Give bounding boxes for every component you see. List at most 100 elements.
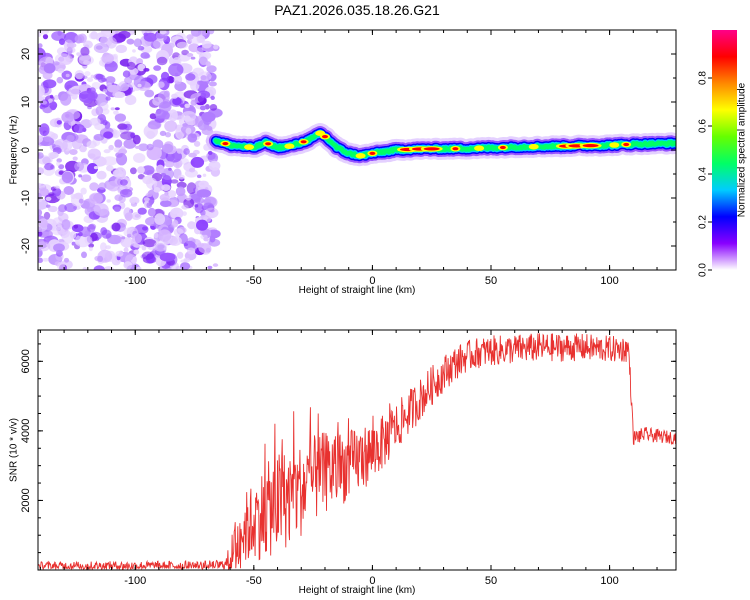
noise-blob — [197, 80, 202, 85]
noise-blob — [170, 179, 179, 184]
noise-blob — [153, 39, 164, 49]
noise-blob — [97, 74, 106, 83]
spectrogram-ytick-label: 20 — [20, 48, 32, 60]
noise-blob — [101, 229, 112, 239]
noise-blob — [206, 65, 217, 73]
noise-blob — [190, 99, 197, 106]
noise-blob — [78, 55, 94, 66]
noise-blob — [38, 218, 48, 228]
noise-blob — [44, 162, 54, 171]
noise-blob — [38, 209, 43, 216]
noise-blob — [176, 251, 184, 259]
signal-peak-red — [222, 142, 229, 146]
noise-blob — [175, 162, 180, 167]
noise-blob — [177, 174, 185, 180]
signal-peak-yellow — [284, 143, 295, 149]
signal-peak-yellow — [609, 142, 620, 148]
noise-blob — [180, 259, 186, 263]
spectrogram-xtick-label: -100 — [124, 275, 146, 287]
noise-blob — [172, 97, 182, 106]
noise-blob — [132, 134, 141, 145]
noise-blob — [69, 149, 78, 155]
snr-plot — [38, 333, 676, 570]
noise-blob — [208, 160, 221, 171]
noise-blob — [133, 75, 146, 89]
noise-blob — [88, 246, 93, 252]
noise-blob — [202, 173, 207, 177]
noise-blob — [51, 31, 66, 41]
noise-blob — [200, 92, 207, 98]
noise-blob — [142, 251, 154, 260]
noise-blob — [88, 32, 97, 40]
noise-blob — [114, 91, 126, 99]
noise-blob — [213, 44, 219, 50]
noise-blob — [90, 74, 95, 79]
noise-blob — [126, 38, 135, 45]
snr-xtick-label: -100 — [124, 575, 146, 587]
noise-blob — [126, 264, 138, 270]
noise-blob — [39, 123, 50, 137]
noise-blob — [38, 85, 45, 98]
noise-blob — [52, 61, 60, 66]
noise-blob — [142, 226, 148, 231]
noise-blob — [141, 165, 155, 176]
noise-blob — [189, 167, 196, 173]
noise-blob — [80, 174, 92, 182]
noise-blob — [74, 70, 85, 80]
noise-blob — [93, 133, 105, 141]
noise-blob — [56, 120, 62, 125]
noise-blob — [168, 236, 182, 246]
signal-peak-yellow — [244, 144, 255, 150]
noise-blob — [198, 71, 212, 82]
noise-blob — [160, 200, 172, 208]
noise-blob — [96, 170, 107, 180]
noise-blob — [105, 96, 111, 101]
noise-blob — [164, 120, 178, 132]
noise-blob — [45, 196, 52, 201]
noise-blob — [74, 34, 85, 44]
noise-blob — [106, 180, 121, 192]
noise-blob — [113, 206, 121, 212]
noise-blob — [93, 42, 109, 54]
colorbar-tick-label: 0.6 — [698, 119, 709, 133]
noise-blob — [78, 90, 96, 104]
snr-xtick-label: 0 — [369, 575, 375, 587]
noise-blob — [61, 231, 74, 244]
noise-blob — [137, 83, 142, 88]
noise-blob — [207, 152, 219, 164]
noise-blob — [130, 199, 136, 204]
spectrogram-xtick-label: 0 — [369, 275, 375, 287]
noise-blob — [105, 245, 111, 250]
noise-blob — [56, 161, 61, 167]
noise-blob — [108, 144, 114, 151]
noise-blob — [53, 94, 60, 101]
noise-blob — [184, 258, 191, 263]
snr-xtick-label: -50 — [246, 575, 262, 587]
noise-blob — [38, 257, 44, 263]
noise-blob — [105, 76, 116, 84]
signal-peak-red — [265, 142, 272, 146]
noise-blob — [185, 73, 196, 81]
noise-blob — [204, 207, 219, 219]
noise-blob — [107, 234, 122, 245]
noise-blob — [186, 34, 194, 40]
noise-blob — [185, 195, 192, 201]
noise-blob — [196, 219, 209, 231]
noise-blob — [79, 144, 87, 153]
noise-blob — [194, 197, 205, 204]
noise-blob — [147, 120, 161, 130]
noise-blob — [120, 188, 133, 198]
noise-blob — [180, 262, 191, 270]
noise-blob — [207, 265, 213, 270]
noise-blob — [87, 163, 98, 174]
noise-blob — [65, 73, 70, 78]
noise-blob — [179, 103, 186, 108]
colorbar-tick-label: 0.4 — [698, 167, 709, 181]
noise-blob — [159, 252, 176, 262]
noise-blob — [38, 135, 44, 143]
noise-blob — [207, 30, 215, 35]
spectrogram-xtick-label: 50 — [485, 275, 497, 287]
noise-blob — [106, 165, 114, 172]
noise-blob — [73, 224, 79, 229]
noise-blob — [93, 203, 109, 217]
